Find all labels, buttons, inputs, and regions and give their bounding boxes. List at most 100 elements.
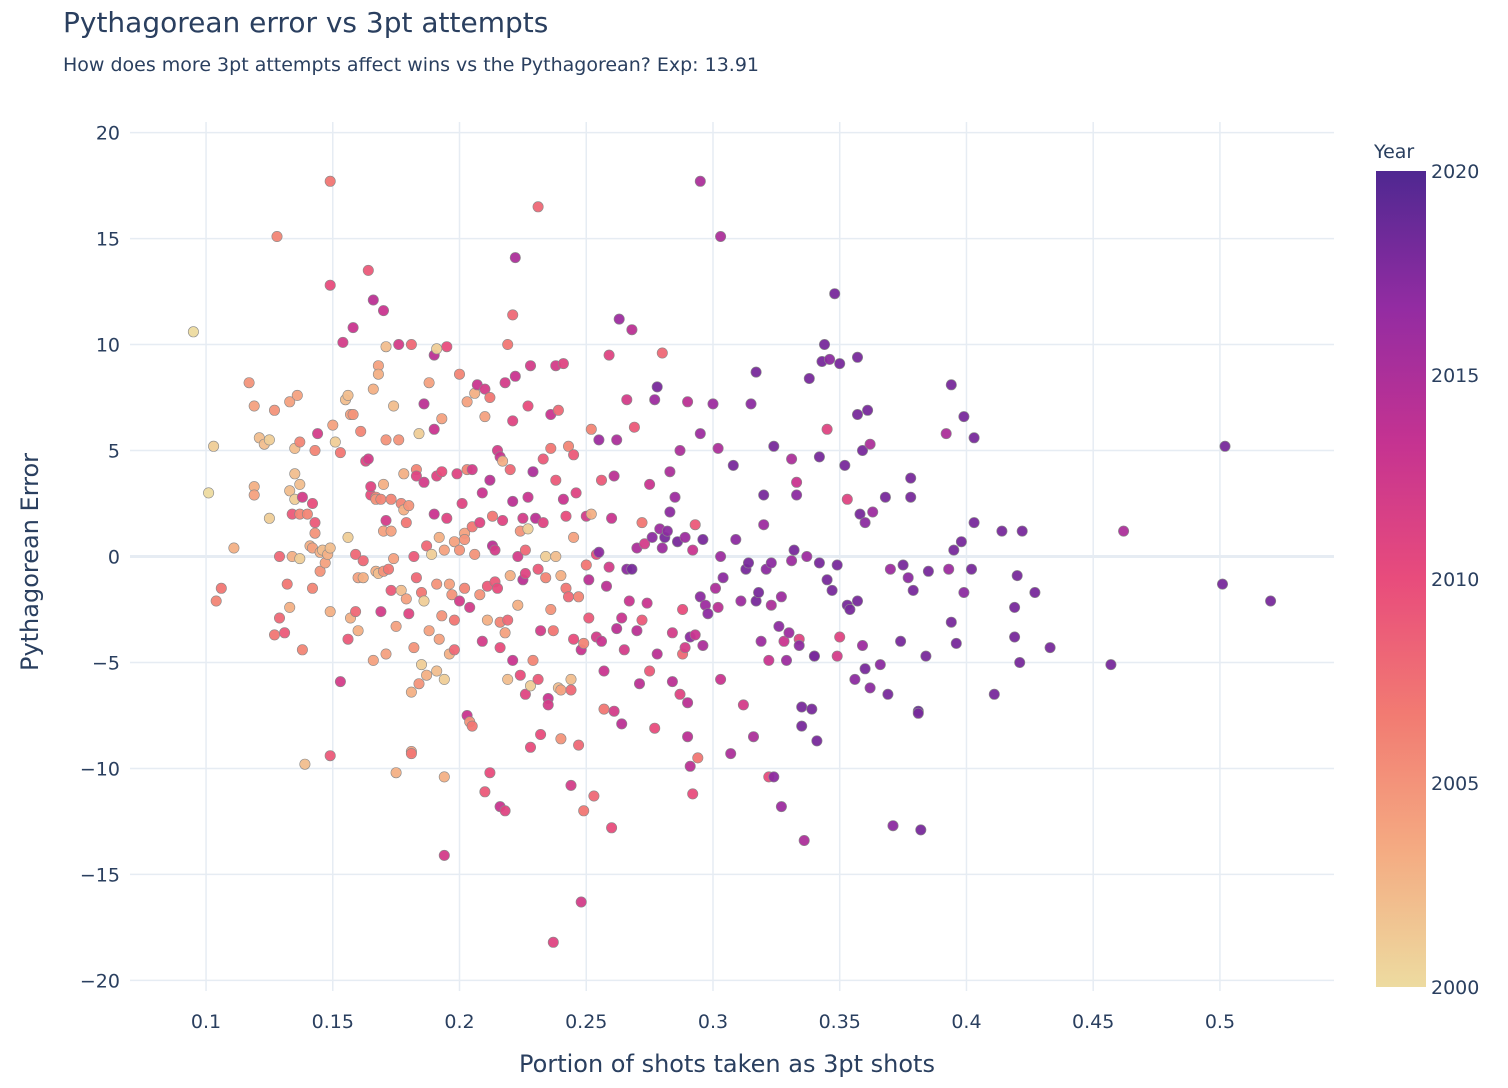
data-point	[289, 468, 301, 480]
data-point	[715, 673, 727, 685]
data-point	[446, 589, 458, 601]
data-point	[806, 703, 818, 715]
data-point	[844, 603, 856, 615]
data-point	[499, 805, 511, 817]
data-point	[507, 415, 519, 427]
data-point	[372, 368, 384, 380]
y-tick-label: −10	[80, 758, 120, 780]
data-point	[796, 720, 808, 732]
data-point	[641, 597, 653, 609]
data-point	[497, 455, 509, 467]
data-point	[281, 578, 293, 590]
data-point	[263, 512, 275, 524]
data-point	[677, 603, 689, 615]
data-point	[350, 548, 362, 560]
data-point	[555, 684, 567, 696]
y-tick-label: 20	[96, 123, 120, 145]
data-point	[481, 614, 493, 626]
data-point	[618, 644, 630, 656]
data-point	[859, 517, 871, 529]
data-point	[580, 559, 592, 571]
data-point	[585, 423, 597, 435]
data-point	[945, 616, 957, 628]
data-point	[423, 377, 435, 389]
data-point	[636, 614, 648, 626]
data-point	[884, 563, 896, 575]
data-point	[1011, 570, 1023, 582]
data-point	[831, 559, 843, 571]
data-point	[532, 201, 544, 213]
data-point	[365, 481, 377, 493]
data-point	[535, 728, 547, 740]
data-point	[228, 542, 240, 554]
data-point	[656, 347, 668, 359]
data-point	[694, 175, 706, 187]
data-point	[851, 595, 863, 607]
data-point	[380, 648, 392, 660]
data-point	[570, 487, 582, 499]
data-point	[418, 476, 430, 488]
data-point	[664, 466, 676, 478]
data-point	[742, 557, 754, 569]
data-point	[306, 582, 318, 594]
data-point	[611, 623, 623, 635]
data-point	[350, 606, 362, 618]
data-point	[398, 468, 410, 480]
data-point	[459, 582, 471, 594]
data-point	[628, 421, 640, 433]
data-point	[943, 563, 955, 575]
data-point	[613, 313, 625, 325]
y-tick-label: 5	[108, 441, 120, 463]
data-point	[639, 538, 651, 550]
data-point	[410, 470, 422, 482]
data-point	[593, 434, 605, 446]
data-point	[808, 650, 820, 662]
data-point	[403, 500, 415, 512]
data-point	[268, 629, 280, 641]
data-point	[337, 336, 349, 348]
data-point	[565, 673, 577, 685]
data-point	[775, 801, 787, 813]
data-point	[309, 444, 321, 456]
data-point	[555, 733, 567, 745]
data-point	[309, 527, 321, 539]
data-point	[524, 680, 536, 692]
data-point	[864, 682, 876, 694]
data-point	[856, 444, 868, 456]
data-point	[210, 595, 222, 607]
data-point	[682, 731, 694, 743]
data-point	[839, 459, 851, 471]
x-tick-label: 0.3	[698, 1011, 728, 1033]
data-point	[811, 735, 823, 747]
data-point	[616, 612, 628, 624]
data-point	[522, 523, 534, 535]
colorbar-tick-label: 2010	[1431, 569, 1479, 591]
data-point	[915, 824, 927, 836]
data-point	[433, 531, 445, 543]
data-point	[555, 570, 567, 582]
data-point	[388, 400, 400, 412]
data-point	[502, 338, 514, 350]
data-point	[426, 548, 438, 560]
data-point	[631, 625, 643, 637]
data-point	[854, 508, 866, 520]
data-point	[874, 659, 886, 671]
data-point	[968, 432, 980, 444]
data-point	[603, 349, 615, 361]
data-point	[616, 718, 628, 730]
data-point	[459, 533, 471, 545]
data-point	[626, 563, 638, 575]
data-point	[410, 572, 422, 584]
data-point	[945, 379, 957, 391]
data-point	[644, 665, 656, 677]
data-point	[824, 353, 836, 365]
data-point	[355, 425, 367, 437]
data-point	[400, 517, 412, 529]
data-point	[380, 434, 392, 446]
data-point	[443, 578, 455, 590]
data-point	[375, 606, 387, 618]
data-point	[400, 593, 412, 605]
data-point	[568, 633, 580, 645]
data-point	[486, 510, 498, 522]
data-point	[955, 536, 967, 548]
